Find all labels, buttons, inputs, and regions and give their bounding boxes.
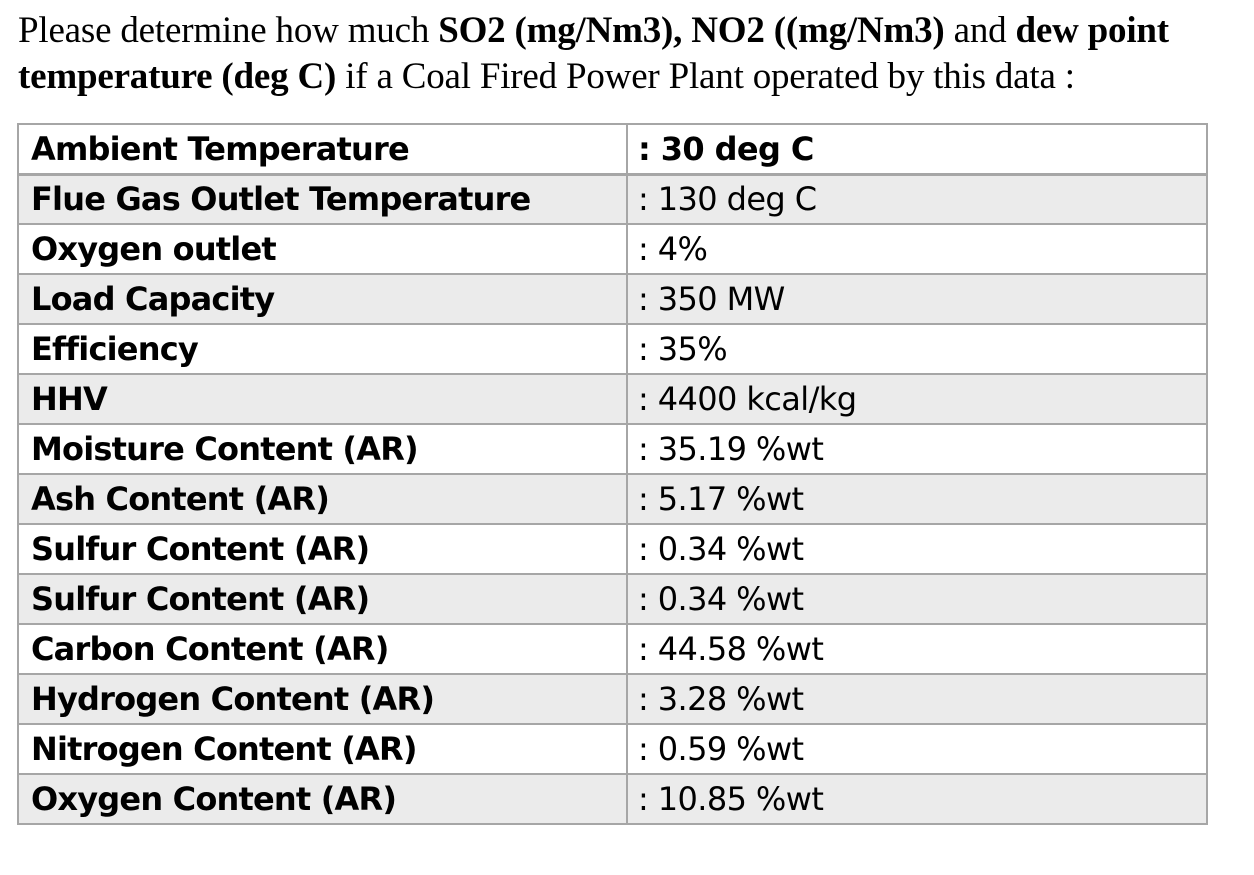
row-value: : 0.34 %wt — [626, 523, 1208, 575]
row-label: Moisture Content (AR) — [17, 423, 628, 475]
row-value: : 5.17 %wt — [626, 473, 1208, 525]
row-label: HHV — [17, 373, 628, 425]
question-segment-bold: dew point temperature (deg C) — [18, 10, 1169, 97]
row-value: : 35.19 %wt — [626, 423, 1208, 475]
table-row: Carbon Content (AR) : 44.58 %wt — [17, 623, 1208, 675]
row-label: Oxygen Content (AR) — [17, 773, 628, 825]
row-value: : 0.34 %wt — [626, 573, 1208, 625]
row-value: : 44.58 %wt — [626, 623, 1208, 675]
table-row: Oxygen Content (AR) : 10.85 %wt — [17, 773, 1208, 825]
plant-data-table: Ambient Temperature : 30 deg C Flue Gas … — [17, 123, 1208, 825]
row-label: Load Capacity — [17, 273, 628, 325]
question-segment: and — [944, 10, 1016, 51]
row-value: : 0.59 %wt — [626, 723, 1208, 775]
question-segment: if a Coal Fired Power Plant operated by … — [336, 56, 1075, 97]
row-label: Oxygen outlet — [17, 223, 628, 275]
table-row: Ambient Temperature : 30 deg C — [17, 123, 1208, 176]
question-text: Please determine how much SO2 (mg/Nm3), … — [18, 8, 1238, 100]
row-value: : 30 deg C — [626, 123, 1208, 176]
row-label: Nitrogen Content (AR) — [17, 723, 628, 775]
row-value: : 35% — [626, 323, 1208, 375]
table-row: Sulfur Content (AR) : 0.34 %wt — [17, 573, 1208, 625]
question-segment-bold: SO2 (mg/Nm3), NO2 ((mg/Nm3) — [438, 10, 945, 51]
row-value: : 3.28 %wt — [626, 673, 1208, 725]
table-row: Moisture Content (AR) : 35.19 %wt — [17, 423, 1208, 475]
row-label: Ambient Temperature — [17, 123, 628, 176]
row-label: Efficiency — [17, 323, 628, 375]
table-row: HHV : 4400 kcal/kg — [17, 373, 1208, 425]
row-label: Hydrogen Content (AR) — [17, 673, 628, 725]
table-row: Flue Gas Outlet Temperature : 130 deg C — [17, 173, 1208, 225]
table-row: Sulfur Content (AR) : 0.34 %wt — [17, 523, 1208, 575]
row-label: Sulfur Content (AR) — [17, 573, 628, 625]
table-row: Efficiency : 35% — [17, 323, 1208, 375]
row-label: Flue Gas Outlet Temperature — [17, 173, 628, 225]
row-label: Carbon Content (AR) — [17, 623, 628, 675]
row-value: : 350 MW — [626, 273, 1208, 325]
row-label: Sulfur Content (AR) — [17, 523, 628, 575]
table-row: Hydrogen Content (AR) : 3.28 %wt — [17, 673, 1208, 725]
table-row: Load Capacity : 350 MW — [17, 273, 1208, 325]
row-label: Ash Content (AR) — [17, 473, 628, 525]
row-value: : 4% — [626, 223, 1208, 275]
table-row: Nitrogen Content (AR) : 0.59 %wt — [17, 723, 1208, 775]
row-value: : 4400 kcal/kg — [626, 373, 1208, 425]
table-row: Ash Content (AR) : 5.17 %wt — [17, 473, 1208, 525]
row-value: : 10.85 %wt — [626, 773, 1208, 825]
row-value: : 130 deg C — [626, 173, 1208, 225]
table-row: Oxygen outlet : 4% — [17, 223, 1208, 275]
question-segment: Please determine how much — [18, 10, 439, 51]
